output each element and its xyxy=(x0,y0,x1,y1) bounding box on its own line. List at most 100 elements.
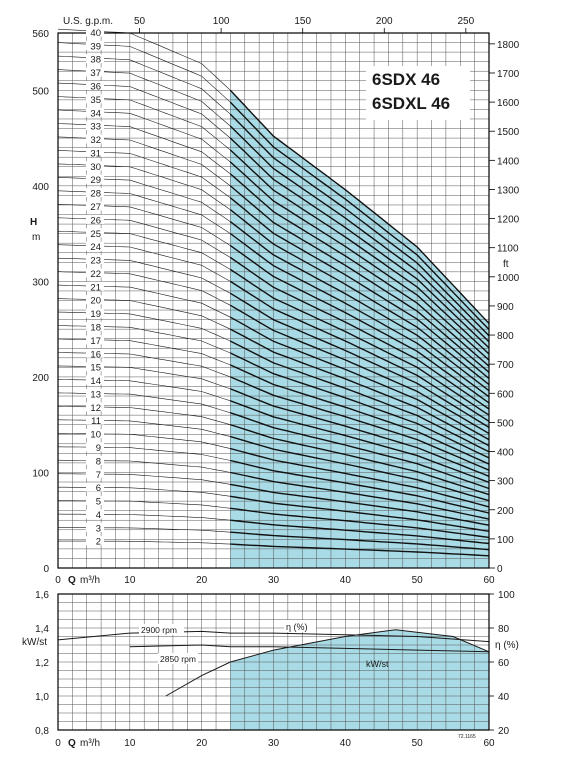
stage-label-bg xyxy=(86,455,104,465)
stage-label-38: 38 xyxy=(90,55,101,66)
stage-label-24: 24 xyxy=(90,242,101,253)
x-tick-label: 20 xyxy=(196,575,208,586)
x-tick-label: 20 xyxy=(196,738,208,749)
stage-labels: 2345678910111213141516171819202122232425… xyxy=(86,27,104,548)
eta-tick-label: 80 xyxy=(498,624,510,635)
stage-label-2: 2 xyxy=(96,537,101,548)
head-tick-label: 300 xyxy=(32,277,49,288)
efficiency-axis-label: η (%) xyxy=(495,640,519,651)
gpm-tick-label: 200 xyxy=(376,16,393,27)
stage-curves xyxy=(57,28,490,557)
gpm-axis-label: U.S. g.p.m. xyxy=(63,16,113,27)
x-tick-label: 50 xyxy=(412,738,424,749)
feet-tick-label: 1200 xyxy=(497,215,520,226)
eta-tick-label: 100 xyxy=(498,590,515,601)
stage-label-20: 20 xyxy=(90,296,101,307)
x-tick-label: 0 xyxy=(55,738,61,749)
x-tick-label: 30 xyxy=(268,738,280,749)
stage-label-bg xyxy=(86,161,104,171)
feet-tick-label: 0 xyxy=(497,564,503,575)
power-tick-label: 1,4 xyxy=(35,624,49,635)
stage-curve-bold-7 xyxy=(230,483,490,526)
stage-curve-bold-31 xyxy=(229,197,490,380)
stage-curve-bold-25 xyxy=(230,268,490,416)
feet-tick-label: 1500 xyxy=(497,127,520,138)
stage-label-30: 30 xyxy=(90,162,101,173)
stage-label-34: 34 xyxy=(90,108,101,119)
stage-label-bg xyxy=(86,375,104,385)
stage-label-5: 5 xyxy=(96,497,101,508)
stage-label-bg xyxy=(86,321,104,331)
feet-tick-label: 1400 xyxy=(497,156,520,167)
power-curve-2850rpm xyxy=(129,644,490,653)
stage-curve-bold-35 xyxy=(229,149,490,355)
feet-tick-label: 200 xyxy=(497,506,514,517)
stage-label-26: 26 xyxy=(90,215,101,226)
x-tick-label: 0 xyxy=(55,575,61,586)
stage-label-bg xyxy=(86,228,104,238)
stage-curve-bold-8 xyxy=(230,471,490,520)
stage-curve-bold-3 xyxy=(230,531,490,551)
stage-curve-bold-16 xyxy=(230,376,490,471)
stage-label-36: 36 xyxy=(90,81,101,92)
stage-label-25: 25 xyxy=(90,229,101,240)
eta-curve-label: η (%) xyxy=(286,622,308,632)
stage-label-28: 28 xyxy=(90,189,101,200)
stage-label-15: 15 xyxy=(90,363,101,374)
stage-label-bg xyxy=(86,121,104,131)
x-tick-label: 40 xyxy=(340,575,352,586)
feet-tick-label: 600 xyxy=(497,389,514,400)
stage-label-23: 23 xyxy=(90,256,101,267)
stage-label-bg xyxy=(86,188,104,198)
x-tick-label: 10 xyxy=(124,575,136,586)
grid-bottom xyxy=(58,594,489,730)
axis-ticks-top: 0 10 20 30 40 50 60010020030040050056001002003… xyxy=(32,16,519,586)
eta-label-bg xyxy=(284,620,316,632)
stage-curve-bold-5 xyxy=(230,507,490,539)
stage-label-17: 17 xyxy=(90,336,101,347)
rpm-low-label: 2850 rpm xyxy=(160,654,196,664)
stage-label-bg xyxy=(86,335,104,345)
stage-label-bg xyxy=(86,522,104,532)
feet-axis-label: ft xyxy=(503,259,509,270)
stage-label-32: 32 xyxy=(90,135,101,146)
feet-tick-label: 900 xyxy=(497,302,514,313)
rpm-low-label-bg xyxy=(158,653,198,664)
stage-label-9: 9 xyxy=(96,443,101,454)
stage-label-10: 10 xyxy=(90,430,101,441)
stage-curve-bold-23 xyxy=(230,292,490,428)
x-tick-label: 60 xyxy=(483,738,495,749)
stage-curve-bold-17 xyxy=(230,364,490,465)
document-code: 72.1165 xyxy=(458,734,476,740)
head-tick-label: 500 xyxy=(32,86,49,97)
stage-label-bg xyxy=(86,388,104,398)
stage-curve-bold-15 xyxy=(230,388,490,477)
stage-label-14: 14 xyxy=(90,376,101,387)
stage-label-bg xyxy=(86,40,104,50)
stage-curve-bold-26 xyxy=(230,256,490,410)
stage-curve-bold-11 xyxy=(230,435,490,502)
stage-label-bg xyxy=(86,348,104,358)
chart-title-line1: 6SDX 46 xyxy=(372,70,440,89)
head-tick-label: 200 xyxy=(32,373,49,384)
head-tick-label: 100 xyxy=(32,468,49,479)
flow-axis-unit-top: m³/h xyxy=(80,575,100,586)
x-tick-label: 50 xyxy=(412,575,424,586)
feet-tick-label: 500 xyxy=(497,418,514,429)
plot-frame-top xyxy=(57,32,490,569)
stage-label-bg xyxy=(86,241,104,251)
stage-curve-bold-12 xyxy=(230,424,490,496)
flow-axis-unit-bottom: m³/h xyxy=(80,738,100,749)
gpm-tick-label: 150 xyxy=(294,16,311,27)
stage-label-22: 22 xyxy=(90,269,101,280)
stage-label-16: 16 xyxy=(90,349,101,360)
rpm-high-label-bg xyxy=(139,624,184,635)
stage-label-bg xyxy=(86,402,104,412)
power-axis-label: kW/st xyxy=(22,637,47,648)
stage-label-bg xyxy=(86,27,104,37)
stage-label-18: 18 xyxy=(90,322,101,333)
chart-title-line2: 6SDXL 46 xyxy=(372,94,450,113)
efficiency-curve xyxy=(165,629,490,697)
feet-tick-label: 300 xyxy=(497,477,514,488)
stage-label-31: 31 xyxy=(90,148,101,159)
